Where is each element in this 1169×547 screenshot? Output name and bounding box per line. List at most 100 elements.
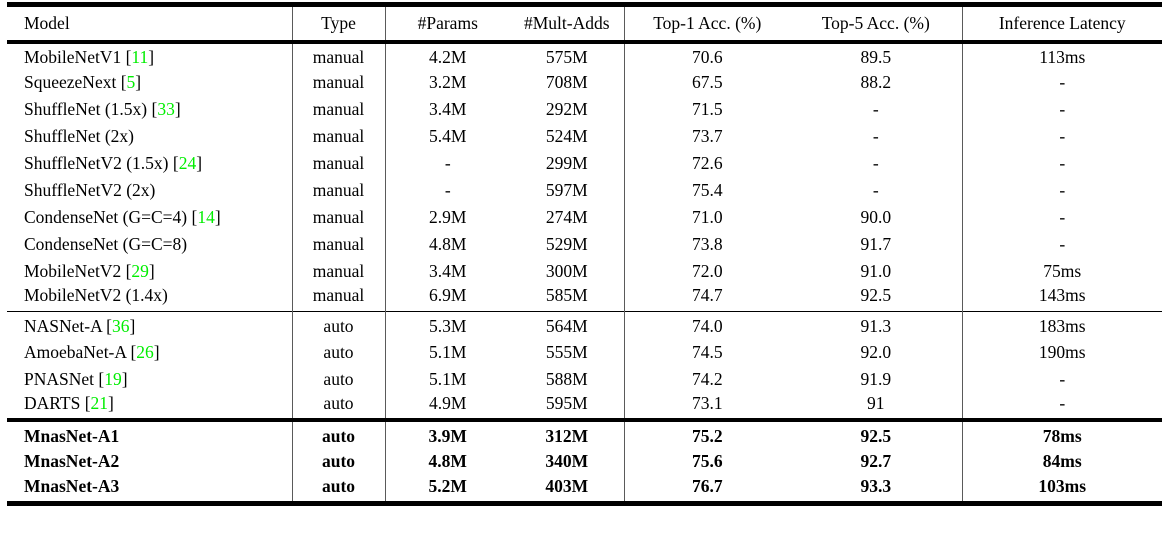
citation-link[interactable]: 14 [197,206,215,227]
top5-cell: - [872,152,879,173]
model-name: ShuffleNetV2 (2x) [24,179,156,200]
model-cell: MobileNetV2 [29] [24,260,155,281]
mult-adds-cell: 340M [545,451,589,471]
citation-link[interactable]: 5 [126,71,136,92]
top1-cell: 75.2 [623,417,790,448]
top1-cell: 70.6 [623,41,790,69]
top1-cell: 75.4 [623,176,790,204]
top5-cell: - [872,98,879,119]
citation-link[interactable]: 24 [178,152,197,173]
model-cell: CondenseNet (G=C=8) [7,231,292,258]
top1-cell: 73.1 [623,392,790,420]
model-name: MobileNetV2 [24,260,122,281]
table-row: DARTS [21] auto 4.9M 595M 73.1 91 - [7,392,1162,420]
citation-link[interactable]: 36 [111,316,130,337]
citation-link[interactable]: 19 [104,368,122,389]
latency-cell: 183ms [961,311,1162,339]
top5-cell: 91 [867,392,885,413]
model-cell: ShuffleNetV2 (1.5x) [24] [24,152,203,173]
citation-link[interactable]: 21 [90,392,109,413]
top1-cell: 74.2 [623,365,790,393]
col-header-type: Type [291,4,385,44]
params-cell: - [384,149,510,177]
table-row: ShuffleNet (1.5x) [33] manual 3.4M 292M 71.5… [7,95,1162,123]
model-name: MobileNetV2 (1.4x) [24,285,168,306]
type-cell: manual [291,41,385,69]
model-cell: AmoebaNet-A [26] [24,341,160,362]
top5-cell: 92.5 [790,417,962,448]
model-cell: MnasNet-A1 [7,417,292,448]
top1-cell: 74.7 [623,284,790,312]
top5-cell: 92.7 [860,451,892,471]
type-cell: manual [291,176,385,204]
model-name: MnasNet-A3 [24,475,120,496]
citation-link[interactable]: 33 [157,98,175,119]
table-row: MnasNet-A3 auto 5.2M 403M 76.7 93.3 103ms [7,475,1162,504]
model-cell: SqueezeNext [5] [24,71,142,92]
type-cell: auto [291,417,385,448]
model-name: ShuffleNet (1.5x) [24,98,148,119]
table-row: SqueezeNext [5] manual 3.2M 708M 67.5 88.2 - [7,68,1162,96]
type-cell: auto [291,365,385,393]
top5-cell: 91.7 [860,233,892,254]
params-cell: - [384,176,510,204]
table-header: Model Type #Params #Mult-Adds Top-1 Acc.… [7,4,1162,44]
latency-cell: 78ms [961,417,1162,448]
model-cell: DARTS [21] [24,392,114,413]
type-cell: manual [291,230,385,258]
latency-cell: - [961,122,1162,150]
params-cell: 3.4M [384,257,510,285]
params-cell: 5.2M [384,475,510,504]
mult-adds-cell: 529M [545,233,588,254]
top1-cell: 74.0 [623,311,790,339]
model-name: SqueezeNext [24,71,117,92]
table-row: MobileNetV2 (1.4x) manual 6.9M 585M 74.7 92.5… [7,284,1162,312]
citation-link[interactable]: 26 [136,341,154,362]
group-manual-models: MobileNetV1 [11] manual 4.2M 575M 70.6 89.5 11… [7,41,1162,312]
type-cell: auto [291,311,385,339]
type-cell: manual [291,68,385,96]
table-row: MobileNetV2 [29] manual 3.4M 300M 72.0 91.0 75… [7,257,1162,285]
top1-cell: 75.6 [623,447,790,476]
mult-adds-cell: 575M [545,47,588,67]
mult-adds-cell: 274M [545,206,588,227]
model-name: MnasNet-A2 [24,451,120,471]
model-name: AmoebaNet-A [24,341,127,362]
params-cell: 3.4M [384,95,510,123]
top1-cell: 67.5 [623,68,790,96]
mult-adds-cell: 292M [545,98,588,119]
mult-adds-cell: 300M [545,260,588,281]
top1-cell: 71.0 [623,203,790,231]
table-row: ShuffleNetV2 (1.5x) [24] manual -299M 72.6-… [7,149,1162,177]
model-name: MobileNetV1 [24,47,122,67]
col-header-model: Model [7,4,292,44]
mult-adds-cell: 588M [545,368,588,389]
col-header-params: #Params [384,4,510,44]
latency-cell: 190ms [961,338,1162,366]
top5-cell: 88.2 [860,71,892,92]
table-row: AmoebaNet-A [26] auto 5.1M 555M 74.5 92.0 190m… [7,338,1162,366]
citation-link[interactable]: 29 [131,260,149,281]
model-name: MnasNet-A1 [24,425,120,446]
params-cell: 5.3M [384,311,510,339]
latency-cell: - [961,68,1162,96]
table-row: ShuffleNet (2x) manual 5.4M 524M 73.7 - - [7,122,1162,150]
type-cell: manual [291,149,385,177]
model-cell: ShuffleNetV2 (2x) [7,177,292,204]
col-header-inference-latency: Inference Latency [961,4,1162,44]
model-cell: MobileNetV2 (1.4x) [7,285,292,312]
table-row: CondenseNet (G=C=4) [14] manual 2.9M 274M 71… [7,203,1162,231]
params-cell: 2.9M [384,203,510,231]
citation-link[interactable]: 11 [131,47,149,67]
latency-cell: 84ms [961,447,1162,476]
latency-cell: - [961,392,1162,420]
type-cell: auto [291,392,385,420]
table-row: MnasNet-A1 auto 3.9M 312M 75.2 92.5 78ms [7,417,1162,448]
top1-cell: 72.0 [623,257,790,285]
model-name: PNASNet [24,368,95,389]
mult-adds-cell: 555M [545,341,588,362]
model-cell: MnasNet-A2 [7,448,292,476]
latency-cell: 143ms [961,284,1162,312]
mult-adds-cell: 585M [545,285,588,306]
col-header-top1-acc: Top-1 Acc. (%) [623,4,790,44]
